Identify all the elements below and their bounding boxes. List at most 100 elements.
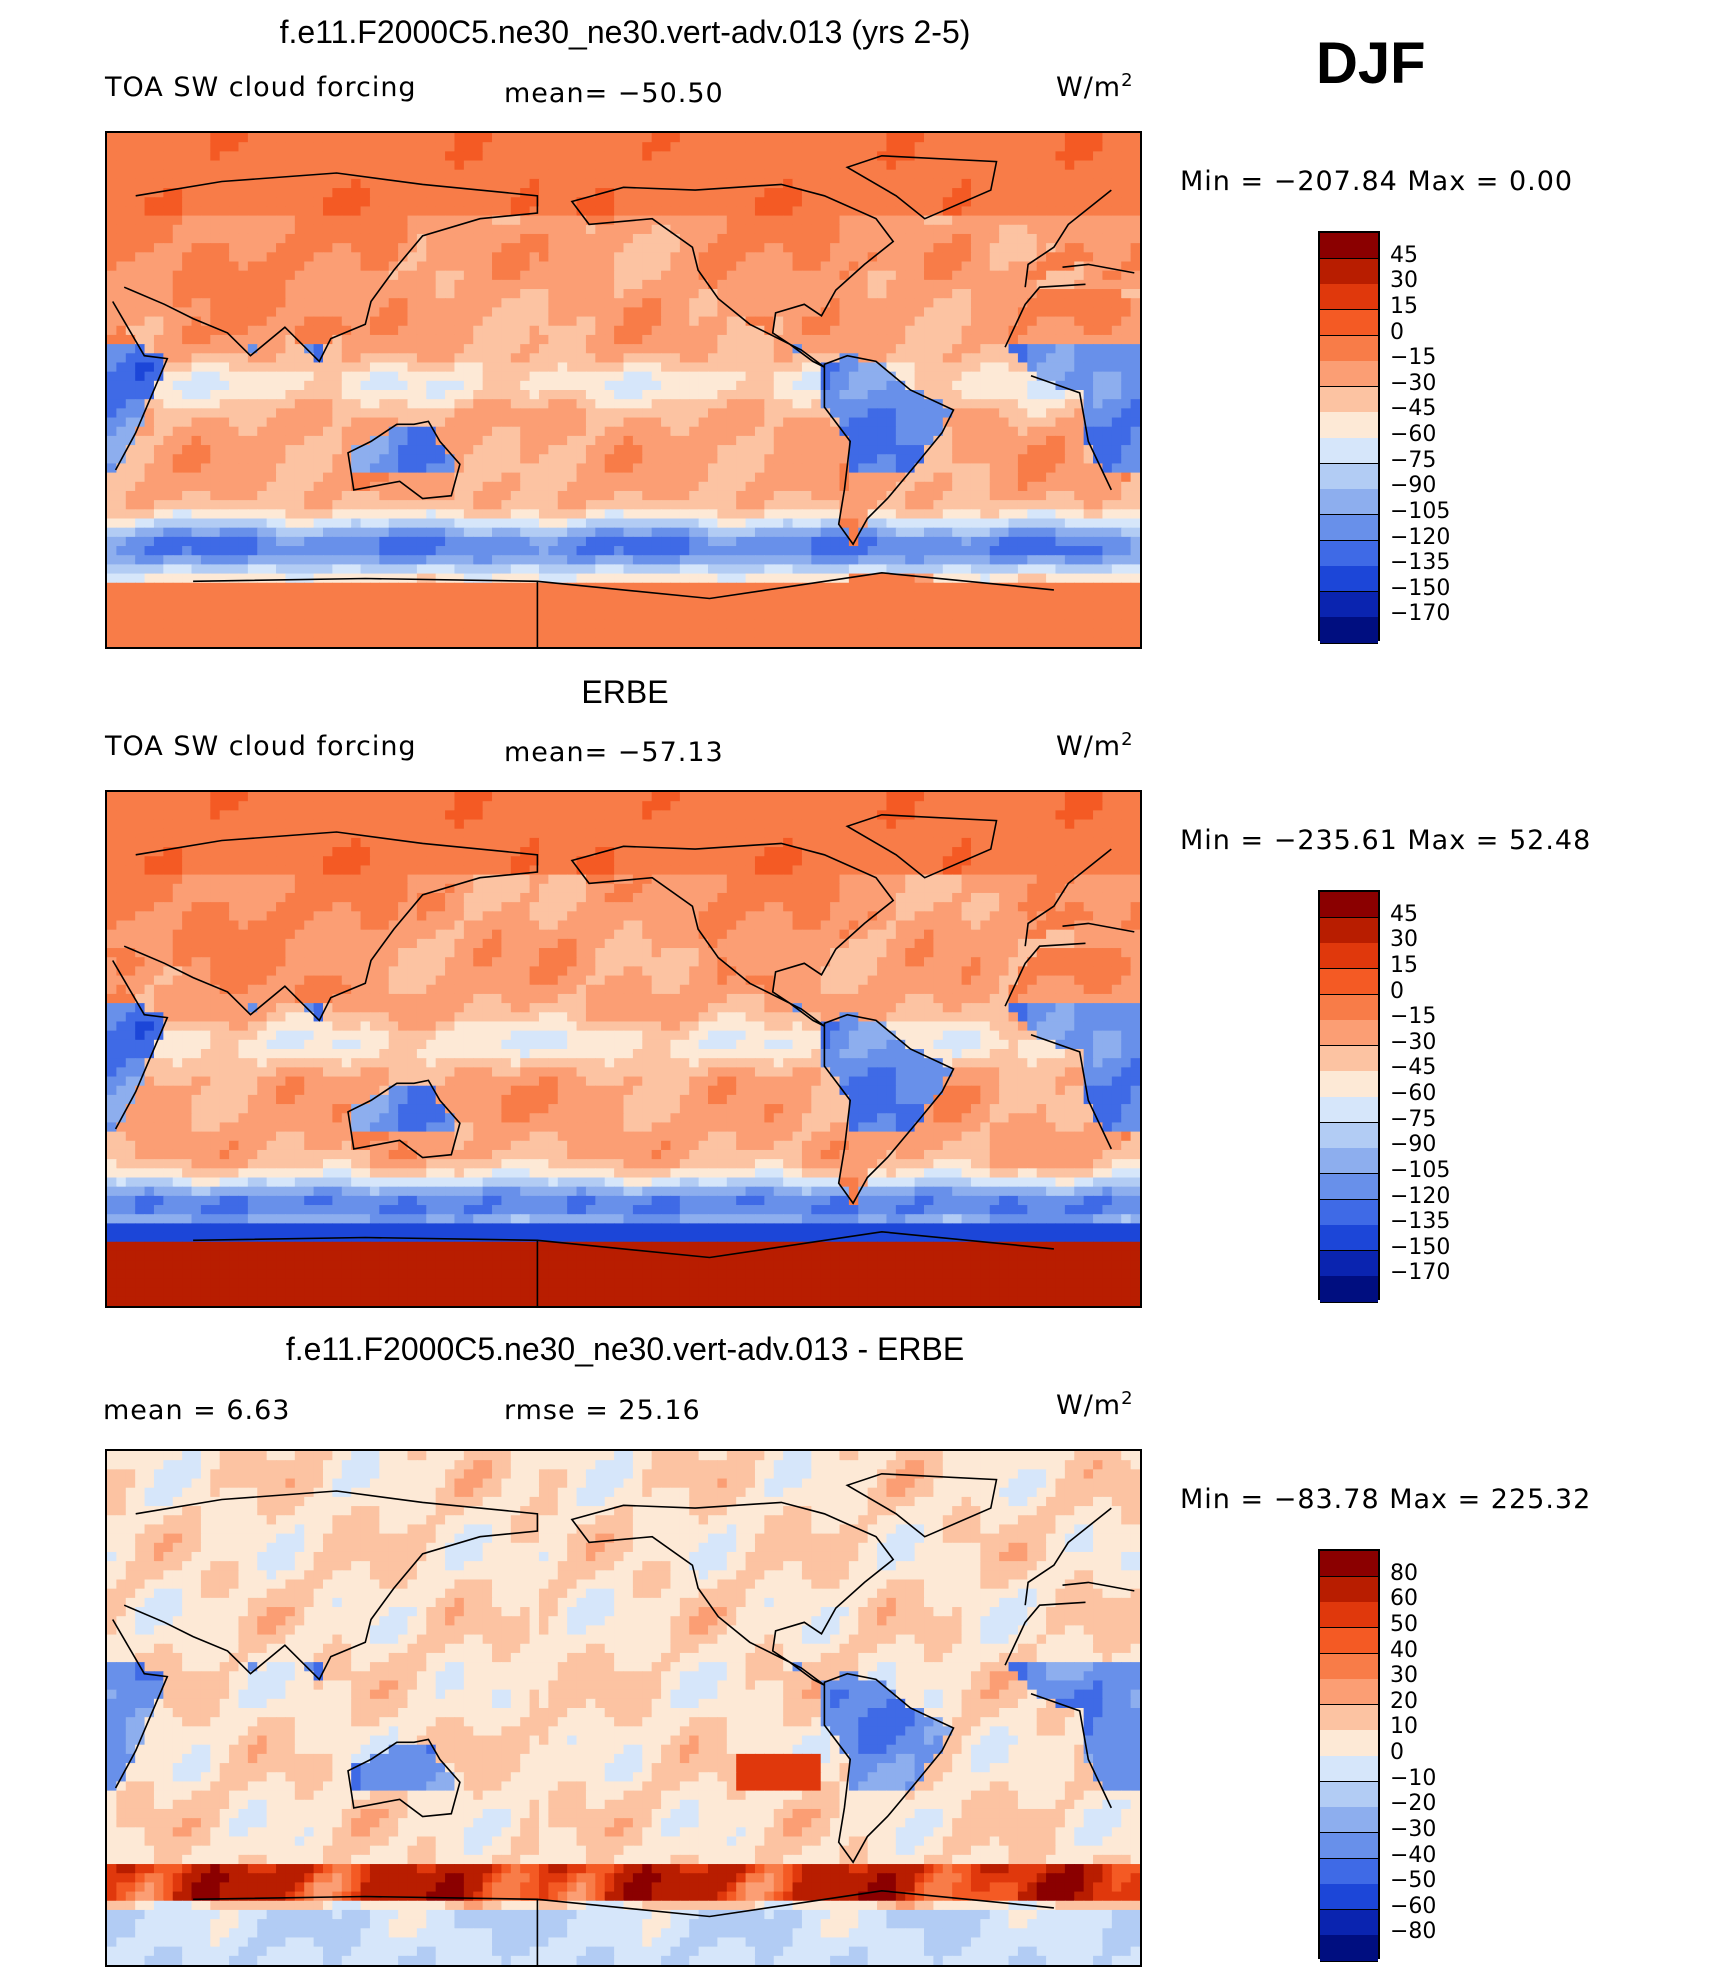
colorbar-tick-label: −120 [1390,1183,1451,1209]
panel-2-minmax: Min = −235.61 Max = 52.48 [1180,825,1592,856]
panel-3-units: W/m2 [1056,1388,1134,1421]
colorbar-tick-label: −75 [1390,1106,1437,1132]
panel-3-map [105,1449,1142,1967]
panel-2-map [105,790,1142,1308]
panel-3-rmse-label: rmse = 25.16 [504,1395,701,1426]
colorbar-tick-label: 10 [1390,1714,1418,1740]
colorbar-swatch [1320,309,1378,336]
panel-2-title: ERBE [581,674,669,710]
colorbar-tick-label: −15 [1390,345,1437,371]
colorbar-swatch [1320,1173,1378,1200]
colorbar-swatch [1320,892,1378,919]
colorbar-tick-label: −170 [1390,1260,1451,1286]
colorbar-swatch [1320,284,1378,311]
colorbar-swatch [1320,1020,1378,1047]
colorbar-tick-label: −30 [1390,1816,1437,1842]
panel-1-map [105,131,1142,649]
colorbar-tick-label: 60 [1390,1586,1418,1612]
colorbar-tick-label: −60 [1390,1081,1437,1106]
colorbar-swatch [1320,617,1378,644]
panel-2-mean-label: mean= −57.13 [504,737,724,768]
colorbar-tick-label: −20 [1390,1791,1437,1817]
colorbar-tick-label: −60 [1390,422,1437,447]
colorbar-swatch [1320,917,1378,944]
colorbar-swatch [1320,1679,1378,1706]
colorbar-swatch [1320,1276,1378,1303]
colorbar-tick-label: −150 [1390,575,1451,601]
colorbar-tick-label: −90 [1390,473,1437,499]
colorbar-swatch [1320,1807,1378,1834]
colorbar-tick-label: −45 [1390,396,1437,422]
colorbar-swatch [1320,361,1378,388]
colorbar-swatch [1320,1551,1378,1578]
colorbar-tick-label: −30 [1390,1029,1437,1055]
colorbar-tick-label: 0 [1390,1740,1404,1765]
colorbar-swatch [1320,463,1378,490]
colorbar-swatch [1320,412,1378,439]
colorbar-tick-label: 30 [1390,927,1418,953]
colorbar-tick-label: 45 [1390,901,1418,927]
colorbar-swatch [1320,438,1378,465]
colorbar-tick-label: 80 [1390,1560,1418,1586]
colorbar-swatch [1320,1097,1378,1124]
colorbar-swatch [1320,1225,1378,1252]
colorbar-tick-label: 0 [1390,319,1404,345]
panel-3-field [107,1451,1140,1965]
colorbar-swatch [1320,258,1378,285]
colorbar-swatch [1320,1884,1378,1911]
panel-1-minmax: Min = −207.84 Max = 0.00 [1180,166,1574,197]
colorbar-tick-label: −75 [1390,447,1437,473]
colorbar-swatch [1320,1730,1378,1757]
colorbar-tick-label: −90 [1390,1132,1437,1158]
colorbar-swatch [1320,1148,1378,1175]
colorbar-swatch [1320,1045,1378,1072]
colorbar-tick-label: −10 [1390,1765,1437,1791]
colorbar-swatch [1320,335,1378,362]
colorbar-swatch [1320,1250,1378,1277]
colorbar-swatch [1320,1071,1378,1098]
colorbar-swatch [1320,489,1378,516]
panel-2-field [107,792,1140,1306]
colorbar-swatch [1320,1909,1378,1936]
colorbar-swatch [1320,1627,1378,1654]
panel-1-colorbar [1318,231,1380,644]
colorbar-swatch [1320,943,1378,970]
colorbar-tick-label: −105 [1390,498,1451,524]
colorbar-tick-label: −15 [1390,1004,1437,1030]
panel-3-left-label: mean = 6.63 [103,1395,291,1426]
colorbar-tick-label: 30 [1390,268,1418,294]
colorbar-tick-label: −60 [1390,1893,1437,1919]
colorbar-tick-label: 50 [1390,1611,1418,1637]
colorbar-swatch [1320,1704,1378,1731]
colorbar-swatch [1320,1576,1378,1603]
colorbar-swatch [1320,386,1378,413]
colorbar-swatch [1320,1832,1378,1859]
panel-2-colorbar [1318,890,1380,1303]
colorbar-tick-label: −30 [1390,370,1437,396]
colorbar-tick-label: −40 [1390,1842,1437,1868]
colorbar-swatch [1320,233,1378,260]
panel-1-mean-label: mean= −50.50 [504,78,724,109]
panel-3-title: f.e11.F2000C5.ne30_ne30.vert-adv.013 - E… [285,1331,965,1367]
colorbar-swatch [1320,1781,1378,1808]
colorbar-tick-label: −80 [1390,1919,1437,1945]
colorbar-tick-label: 15 [1390,952,1418,978]
colorbar-tick-label: 45 [1390,242,1418,268]
colorbar-swatch [1320,1935,1378,1962]
colorbar-tick-label: −105 [1390,1157,1451,1183]
colorbar-tick-label: −150 [1390,1234,1451,1260]
colorbar-swatch [1320,514,1378,541]
colorbar-tick-label: 0 [1390,978,1404,1004]
colorbar-swatch [1320,1756,1378,1783]
colorbar-tick-label: 15 [1390,293,1418,319]
colorbar-swatch [1320,591,1378,618]
colorbar-tick-label: 40 [1390,1637,1418,1663]
season-label: DJF [1316,31,1426,96]
colorbar-swatch [1320,994,1378,1021]
colorbar-tick-label: 20 [1390,1688,1418,1714]
colorbar-tick-label: −45 [1390,1055,1437,1081]
colorbar-swatch [1320,566,1378,593]
panel-3-minmax: Min = −83.78 Max = 225.32 [1180,1484,1592,1515]
panel-2-units: W/m2 [1056,729,1134,762]
colorbar-tick-label: −135 [1390,550,1451,576]
